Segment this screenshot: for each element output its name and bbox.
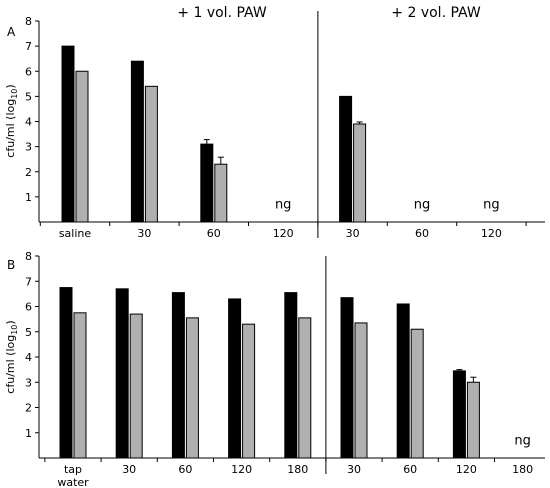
no-growth-annotation: ng xyxy=(414,197,431,212)
y-tick-label: 2 xyxy=(25,166,32,179)
x-tick-label-line: tap xyxy=(64,463,82,476)
x-tick-label: 180 xyxy=(287,463,308,476)
y-tick-label: 6 xyxy=(25,301,32,314)
bar-series-2 xyxy=(144,85,158,223)
y-axis-title: cfu/ml (log10) xyxy=(4,320,19,393)
x-tick-label-line: 120 xyxy=(231,463,252,476)
no-growth-annotation: ng xyxy=(514,433,531,448)
y-axis-title-main: cfu/ml (log xyxy=(4,99,17,158)
bar-series-1 xyxy=(59,287,73,459)
x-tick-label: 60 xyxy=(403,463,417,476)
y-axis-title-subscript: 10 xyxy=(10,89,19,99)
y-tick-label: 1 xyxy=(25,191,32,204)
x-tick-label: 30 xyxy=(137,227,151,240)
bar-series-2 xyxy=(185,317,199,459)
bar-series-2 xyxy=(466,381,480,459)
y-tick-label: 2 xyxy=(25,402,32,415)
y-axis-title: cfu/ml (log10) xyxy=(4,84,19,157)
x-tick-label-line: 30 xyxy=(346,227,360,240)
y-tick-label: 7 xyxy=(25,40,32,53)
no-growth-annotation: ng xyxy=(275,197,292,212)
y-tick-label: 8 xyxy=(25,15,32,28)
y-tick-label: 7 xyxy=(25,275,32,288)
bar-series-1 xyxy=(396,303,410,459)
y-tick-label: 5 xyxy=(25,326,32,339)
bar-series-1 xyxy=(228,298,242,459)
y-tick-label: 6 xyxy=(25,65,32,78)
x-tick-label: tap water xyxy=(57,463,89,488)
bar-series-1 xyxy=(340,297,354,459)
bar-series-2 xyxy=(73,312,87,459)
x-tick-label-line: 60 xyxy=(403,463,417,476)
x-tick-label-line: 60 xyxy=(415,227,429,240)
y-tick-label: 4 xyxy=(25,351,32,364)
x-tick-label-line: 60 xyxy=(207,227,221,240)
x-tick-label: 30 xyxy=(347,463,361,476)
x-tick-label-line: saline xyxy=(59,227,92,240)
bar-series-1 xyxy=(61,45,75,223)
bar-series-1 xyxy=(171,292,185,459)
x-tick-label-line: 120 xyxy=(273,227,294,240)
y-tick-label: 3 xyxy=(25,376,32,389)
bar-series-2 xyxy=(410,328,424,459)
panel-label: A xyxy=(7,25,16,39)
x-tick-label: saline xyxy=(59,227,92,240)
x-tick-label: 30 xyxy=(346,227,360,240)
x-tick-label: 180 xyxy=(512,463,533,476)
x-tick-label: 120 xyxy=(273,227,294,240)
x-tick-label: 120 xyxy=(481,227,502,240)
y-tick-label: 5 xyxy=(25,90,32,103)
x-tick-label-line: 180 xyxy=(287,463,308,476)
bar-series-2 xyxy=(242,323,256,459)
x-tick-label: 60 xyxy=(415,227,429,240)
x-tick-label-line: 120 xyxy=(456,463,477,476)
y-axis-title-end: ) xyxy=(4,84,17,88)
y-tick-label: 8 xyxy=(25,250,32,263)
group-label-1: + 1 vol. PAW xyxy=(177,5,267,21)
bar-series-1 xyxy=(130,60,144,223)
x-tick-label-line: 60 xyxy=(178,463,192,476)
x-tick-label-line: 120 xyxy=(481,227,502,240)
y-axis-title-end: ) xyxy=(4,320,17,324)
y-tick-label: 4 xyxy=(25,116,32,129)
panel-label: B xyxy=(7,258,15,272)
bar-series-1 xyxy=(200,143,214,223)
bar-series-1 xyxy=(284,292,298,459)
x-tick-label-line: 180 xyxy=(512,463,533,476)
x-tick-label-line: water xyxy=(57,476,89,488)
x-tick-label-line: 30 xyxy=(122,463,136,476)
bar-series-1 xyxy=(452,370,466,459)
bar-series-1 xyxy=(115,288,129,459)
x-tick-label: 30 xyxy=(122,463,136,476)
x-tick-label: 60 xyxy=(178,463,192,476)
x-tick-label-line: 30 xyxy=(347,463,361,476)
group-label-2: + 2 vol. PAW xyxy=(391,5,481,21)
bar-series-2 xyxy=(298,317,312,459)
bar-series-2 xyxy=(354,322,368,459)
bar-series-2 xyxy=(129,313,143,459)
bar-series-2 xyxy=(353,123,367,223)
bar-series-1 xyxy=(339,95,353,223)
bar-series-2 xyxy=(214,163,228,223)
y-axis-title-subscript: 10 xyxy=(10,325,19,335)
x-tick-label: 120 xyxy=(456,463,477,476)
bar-series-2 xyxy=(75,70,89,223)
y-axis-title-main: cfu/ml (log xyxy=(4,335,17,394)
no-growth-annotation: ng xyxy=(483,197,500,212)
x-tick-label: 60 xyxy=(207,227,221,240)
x-tick-label: 120 xyxy=(231,463,252,476)
y-tick-label: 3 xyxy=(25,141,32,154)
x-tick-label-line: 30 xyxy=(137,227,151,240)
y-tick-label: 1 xyxy=(25,427,32,440)
